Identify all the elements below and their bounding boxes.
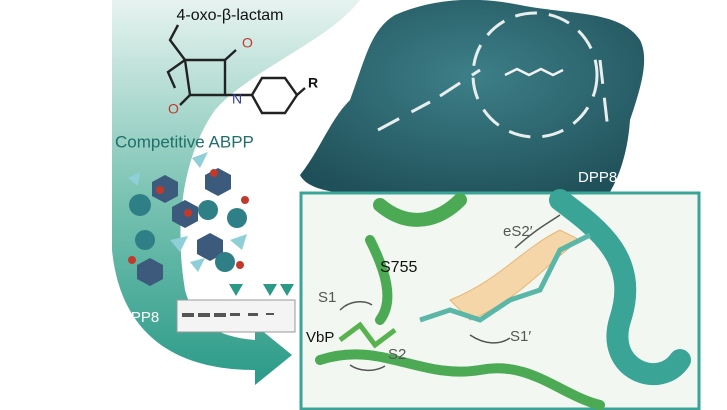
- chem-bonds: [166, 24, 306, 115]
- pocket-label: S1′: [510, 328, 531, 345]
- binding-site-circle: [471, 11, 599, 139]
- pocket-arcs: [339, 214, 561, 372]
- method-label: Competitive ABPP: [115, 132, 254, 151]
- dashed-lines: [377, 59, 610, 132]
- probe-cluster: [128, 152, 249, 286]
- gel-label: DPP8: [120, 309, 159, 326]
- ribbons: [315, 189, 691, 410]
- atom-r: R: [308, 75, 318, 91]
- ligand-label: VbP: [306, 329, 334, 346]
- pocket-label: S2: [388, 346, 406, 363]
- atom-n: N: [232, 91, 242, 107]
- pocket-label: eS2′: [503, 223, 533, 240]
- vbp-ligand: [338, 321, 397, 349]
- protein-label: DPP8: [578, 169, 617, 186]
- gel-bands: [182, 313, 274, 317]
- atom-o: O: [242, 35, 253, 51]
- ligand-sketch: [504, 67, 564, 77]
- pocket-label: S1: [318, 289, 336, 306]
- atom-o: O: [168, 101, 179, 117]
- ligand: [419, 232, 592, 323]
- flow-arrow: [112, 0, 360, 385]
- protein-surface: [300, 0, 645, 192]
- residue-label: S755: [380, 259, 417, 276]
- compound-title: 4-oxo-β-lactam: [176, 7, 283, 24]
- gel-markers: [229, 284, 294, 296]
